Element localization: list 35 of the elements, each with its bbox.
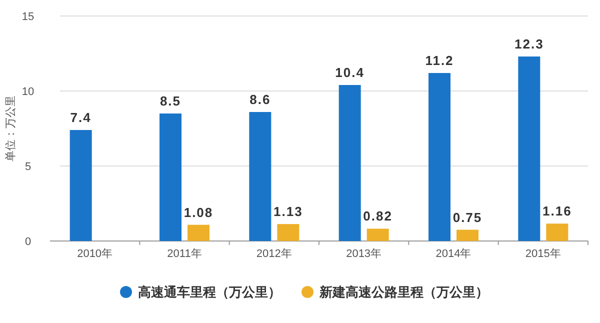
data-label: 1.08 (184, 204, 214, 220)
x-tick-label: 2010年 (77, 248, 113, 260)
y-axis-title: 单位：万公里 (4, 96, 17, 162)
legend-label: 新建高速公路里程（万公里） (318, 284, 488, 300)
data-label: 1.16 (542, 204, 572, 219)
legend-label: 高速通车里程（万公里） (138, 284, 281, 300)
x-tick-label: 2014年 (436, 248, 472, 260)
data-label: 8.5 (160, 94, 182, 108)
bar (428, 73, 450, 241)
x-tick-label: 2013年 (346, 248, 382, 260)
data-label: 0.75 (452, 210, 482, 225)
x-tick-label: 2015年 (525, 248, 561, 260)
data-label: 0.82 (363, 208, 392, 224)
y-tick-label: 5 (24, 160, 32, 173)
bar (518, 56, 540, 241)
y-tick-label: 10 (22, 86, 34, 98)
bar (366, 228, 389, 241)
bar (338, 85, 361, 241)
data-label: 8.6 (250, 92, 271, 107)
x-tick-label: 2012年 (256, 248, 292, 260)
bar (456, 230, 478, 241)
data-label: 1.13 (274, 204, 303, 220)
data-label: 12.3 (514, 36, 544, 52)
bar (249, 112, 272, 241)
bar (160, 114, 182, 241)
data-label: 11.2 (425, 53, 454, 68)
data-label: 7.4 (70, 110, 92, 125)
bar (188, 224, 210, 241)
bar (546, 224, 568, 241)
y-tick-label: 15 (22, 10, 34, 23)
bar (70, 130, 92, 241)
y-tick-label: 0 (24, 236, 32, 248)
bar (277, 224, 300, 241)
data-label: 10.4 (335, 65, 364, 80)
x-tick-label: 2011年 (167, 248, 202, 260)
